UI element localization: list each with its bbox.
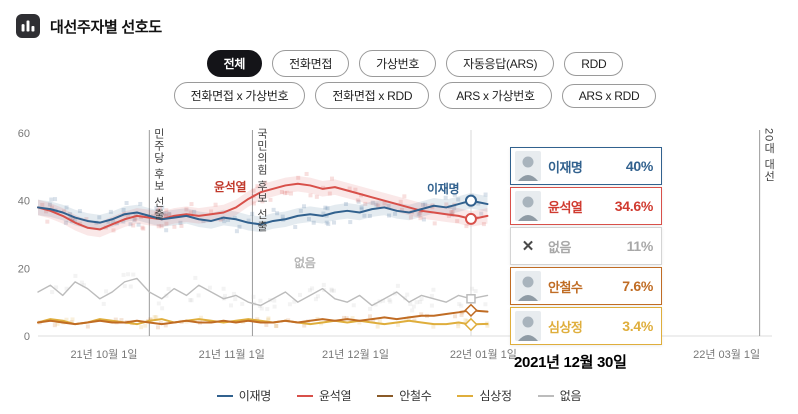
x-tick-label: 21년 11월 1일 [199,347,265,361]
y-tick-label: 60 [18,128,30,140]
x-tick-label: 21년 12월 1일 [322,347,389,361]
legend-item[interactable]: 심상정 [457,387,512,404]
legend-item[interactable]: 안철수 [377,387,432,404]
hover-marker [464,212,477,225]
filter-button[interactable]: 전체 [206,50,263,77]
confidence-band [38,192,488,233]
page-header: 대선주자별 선호도 [16,14,162,38]
legend-label: 안철수 [399,389,432,403]
event-label: 국민의힘 후보 선출 [255,128,268,233]
page-title: 대선주자별 선호도 [50,18,162,36]
filter-button[interactable]: RDD [564,52,624,76]
tooltip-candidate-name: 이재명 [548,159,583,175]
chart-canvas[interactable]: 0 20 40 60 21년 10월 1일 21년 11월 1일 21년 12월 1일 22년… [0,110,798,370]
tooltip-row: 안철수 7.6% [510,267,662,305]
tooltip-row: 이재명 40% [510,147,662,185]
tooltip-candidate-value: 7.6% [622,278,653,294]
tooltip-row: 심상정 3.4% [510,307,662,345]
candidate-photo [515,271,541,301]
y-tick-label: 20 [18,263,30,275]
legend-swatch [297,394,314,397]
series-label: 없음 [294,256,316,270]
tooltip-candidate-value: 3.4% [622,318,653,334]
filter-button[interactable]: ARS x 가상번호 [439,82,552,109]
x-tick-label: 22년 03월 1일 [693,347,760,361]
filter-row-combination: 전화면접 x 가상번호 전화면접 x RDD ARS x 가상번호 ARS x RDD [0,82,798,109]
legend-item[interactable]: 이재명 [216,387,272,404]
series-line-4 [37,277,489,307]
x-tick-label: 22년 01월 1일 [450,347,517,361]
tooltip-candidate-value: 40% [625,158,653,174]
tooltip-candidate-value: 34.6% [614,198,654,214]
x-tick-label: 21년 10월 1일 [70,347,137,361]
tooltip-row: ✕ 없음 11% [510,227,662,265]
filter-button[interactable]: 자동응답(ARS) [446,50,555,77]
legend-item[interactable]: 없음 [537,387,582,404]
y-tick-label: 0 [24,331,30,343]
tooltip-rows: 이재명 40% 윤석열 34.6% ✕ 없음 11% 안철수 7.6% 심상정 3.4% [510,147,662,345]
legend-label: 없음 [559,389,582,403]
legend-swatch [216,394,233,397]
filter-button[interactable]: 전화면접 x 가상번호 [173,82,306,109]
hover-marker [464,317,478,332]
bar-chart-icon [16,14,40,38]
filter-button[interactable]: 전화면접 [272,50,350,77]
preference-chart: 0 20 40 60 21년 10월 1일 21년 11월 1일 21년 12월 1일 22년… [0,110,798,406]
y-tick-label: 40 [18,196,30,208]
tooltip-candidate-name: 윤석열 [548,199,583,215]
hover-marker [466,294,476,304]
series-label: 윤석열 [214,180,247,194]
hover-marker [464,194,477,207]
candidate-photo [515,151,541,181]
legend-swatch [457,394,474,397]
none-x-icon: ✕ [521,238,535,255]
legend-item[interactable]: 윤석열 [297,387,352,404]
tooltip-row: 윤석열 34.6% [510,187,662,225]
event-label: 20대 대선 [762,128,775,183]
hover-marker [464,303,478,318]
series-line-2 [37,309,489,326]
tooltip-candidate-name: 심상정 [548,319,583,335]
legend-label: 이재명 [238,389,272,403]
candidate-photo [515,191,541,221]
chart-tooltip: 이재명 40% 윤석열 34.6% ✕ 없음 11% 안철수 7.6% 심상정 3.4% [510,147,662,347]
legend-swatch [537,394,554,397]
filter-button[interactable]: 가상번호 [359,50,437,77]
tooltip-candidate-name: 안철수 [548,279,583,295]
series-line-0 [37,199,489,226]
event-label: 민주당 후보 선출 [152,128,165,221]
candidate-photo [515,311,541,341]
filter-button[interactable]: ARS x RDD [561,84,657,108]
filter-button[interactable]: 전화면접 x RDD [315,82,430,109]
confidence-band [38,175,488,238]
chart-legend: 이재명 윤석열 안철수 심상정 없음 [0,387,798,404]
tooltip-candidate-name: 없음 [548,239,571,255]
legend-label: 심상정 [479,389,512,403]
tooltip-candidate-value: 11% [626,238,654,254]
tooltip-date: 2021년 12월 30일 [514,354,627,371]
legend-label: 윤석열 [319,389,352,403]
filter-row-method: 전체 전화면접 가상번호 자동응답(ARS) RDD [0,50,798,77]
series-label: 이재명 [427,182,460,196]
legend-swatch [377,394,394,397]
